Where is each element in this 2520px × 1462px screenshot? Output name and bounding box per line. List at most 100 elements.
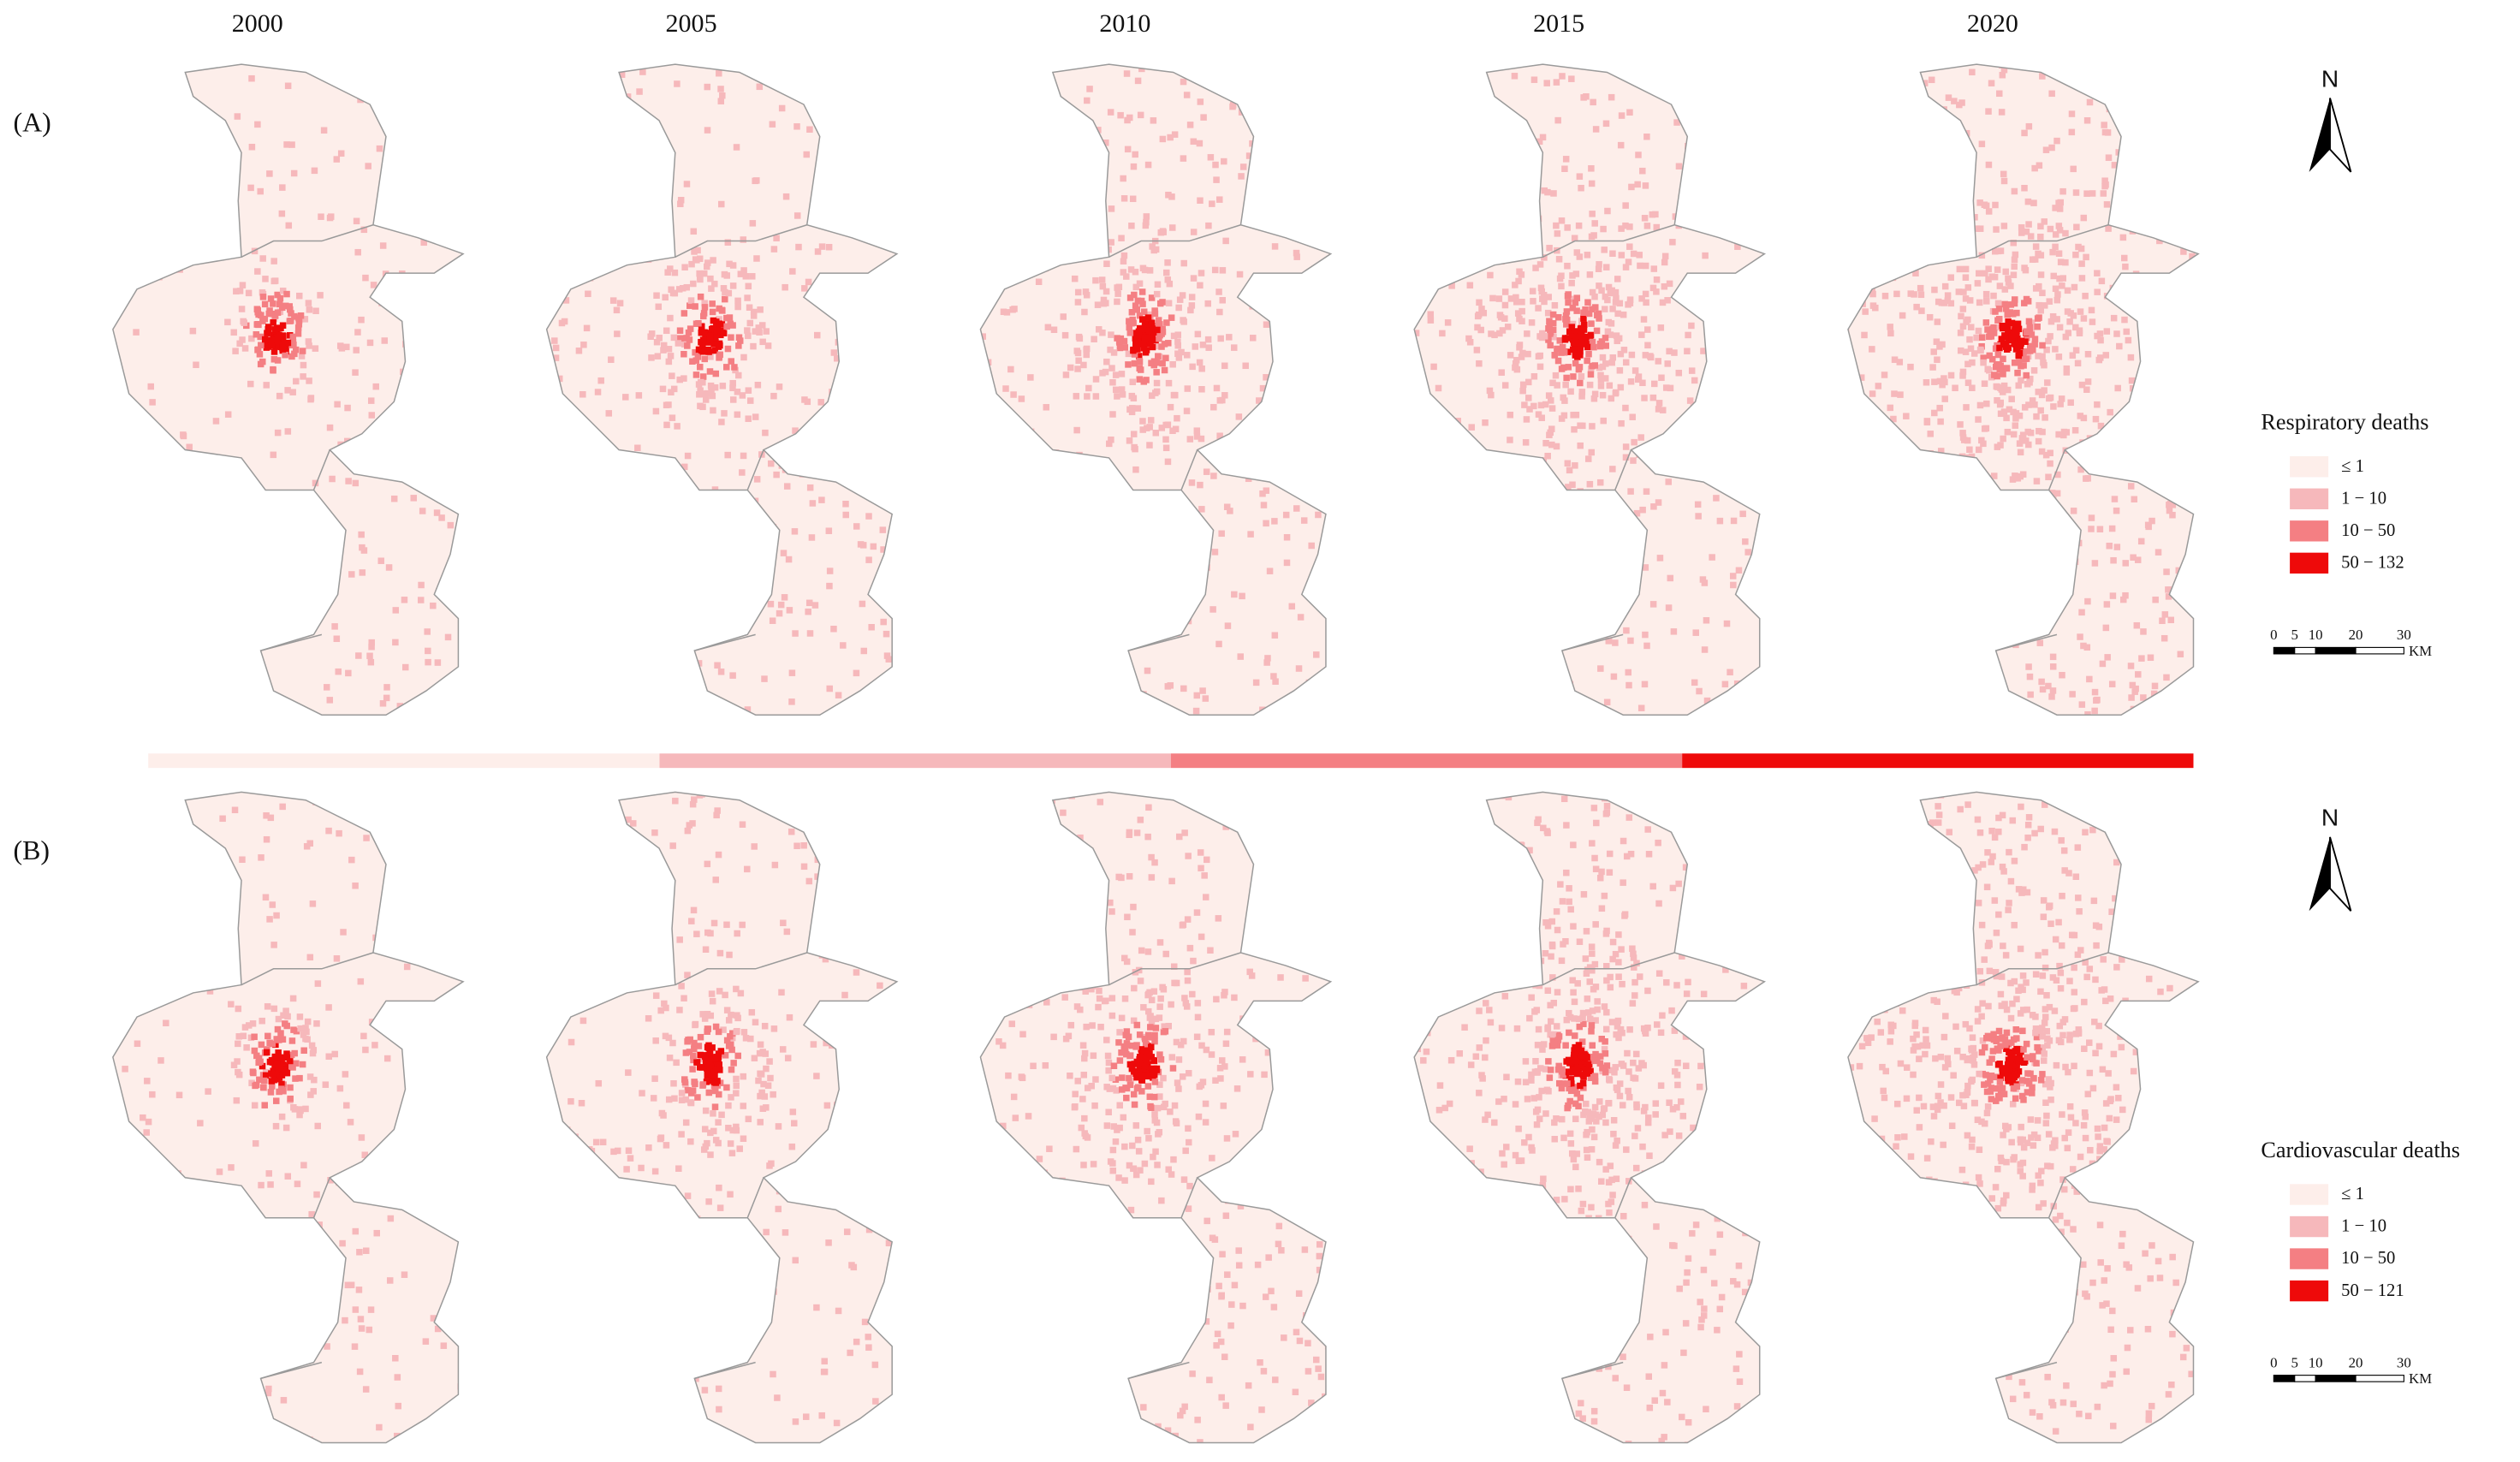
cell: [1576, 173, 1584, 180]
cell: [1926, 188, 1933, 195]
cell: [1268, 1287, 1275, 1295]
cell: [401, 663, 409, 671]
cell: [775, 1205, 782, 1213]
cell: [1558, 349, 1565, 356]
cell: [691, 1079, 698, 1085]
cell: [1178, 538, 1186, 546]
cell: [561, 318, 568, 325]
cell: [365, 163, 371, 169]
cell: [1042, 1062, 1049, 1069]
cell: [1978, 252, 1986, 259]
cell: [1130, 431, 1138, 437]
cell: [1090, 1161, 1097, 1168]
cell: [711, 280, 718, 288]
cell: [1542, 401, 1549, 408]
cell: [259, 1084, 267, 1091]
cell: [1590, 343, 1597, 351]
cell: [843, 468, 850, 476]
cell: [1121, 995, 1129, 1002]
cell: [1892, 701, 1899, 709]
cell: [686, 302, 693, 309]
cell: [850, 1263, 858, 1271]
cell: [1022, 991, 1029, 999]
cell: [1084, 97, 1091, 104]
cell: [1976, 270, 1982, 277]
cell: [1613, 538, 1620, 545]
cell: [258, 342, 264, 349]
cell: [219, 456, 226, 463]
cell: [2049, 312, 2057, 320]
cell: [1011, 89, 1019, 96]
cell: [1168, 877, 1175, 885]
cell: [689, 800, 697, 808]
cell: [1333, 1098, 1340, 1105]
cell: [1852, 185, 1859, 192]
cell: [1760, 149, 1765, 156]
cell: [327, 213, 335, 220]
cell: [1025, 1113, 1032, 1120]
cell: [257, 333, 264, 341]
cell: [1990, 330, 1998, 336]
cell: [2196, 177, 2199, 184]
cell: [1627, 637, 1634, 645]
cell: [1075, 622, 1083, 629]
cell: [1958, 312, 1964, 320]
cell: [2176, 425, 2184, 432]
cell: [252, 1082, 259, 1090]
cell: [1881, 371, 1888, 378]
cell: [1577, 422, 1584, 429]
cell: [1633, 509, 1641, 517]
cell: [1310, 689, 1316, 696]
cell: [697, 276, 704, 283]
cell: [1326, 206, 1331, 214]
cell: [1657, 324, 1665, 331]
cell: [1223, 1028, 1231, 1036]
cell: [689, 1066, 696, 1073]
cell: [684, 1261, 692, 1268]
cell: [1628, 183, 1635, 191]
cell: [1081, 1237, 1089, 1244]
cell: [723, 272, 731, 279]
cell: [1009, 1269, 1016, 1276]
cell: [433, 509, 441, 516]
cell: [1900, 176, 1908, 183]
cell: [2084, 597, 2091, 605]
cell: [2005, 318, 2012, 325]
cell: [845, 1105, 852, 1113]
cell: [1861, 670, 1868, 677]
cell: [1723, 331, 1730, 339]
cell: [728, 1066, 735, 1073]
cell: [1608, 320, 1615, 327]
cell: [723, 323, 730, 330]
cell: [1333, 194, 1340, 201]
cell: [754, 381, 762, 389]
cell: [175, 1091, 183, 1099]
cell: [703, 263, 710, 270]
cell: [699, 1011, 706, 1018]
cell: [1981, 201, 1988, 208]
cell: [175, 76, 182, 83]
cell: [452, 588, 460, 596]
cell: [1034, 1221, 1041, 1228]
cell: [1108, 365, 1115, 371]
cell: [657, 1134, 665, 1141]
cell: [1012, 1114, 1019, 1121]
cell: [1001, 551, 1008, 559]
cell: [1328, 498, 1331, 505]
cell: [174, 149, 181, 156]
cell: [167, 200, 175, 208]
cell: [196, 1389, 204, 1396]
cell: [306, 377, 312, 384]
cell: [1102, 288, 1110, 295]
cell: [1196, 1276, 1203, 1283]
cell: [2052, 231, 2059, 238]
cell: [118, 150, 125, 157]
cell: [2026, 324, 2034, 331]
cell: [760, 1080, 767, 1088]
cell: [1109, 378, 1116, 386]
cell: [1583, 341, 1590, 348]
cell: [1165, 191, 1172, 199]
cell: [792, 1257, 799, 1264]
cell: [1028, 473, 1036, 480]
cell: [1235, 1247, 1242, 1254]
